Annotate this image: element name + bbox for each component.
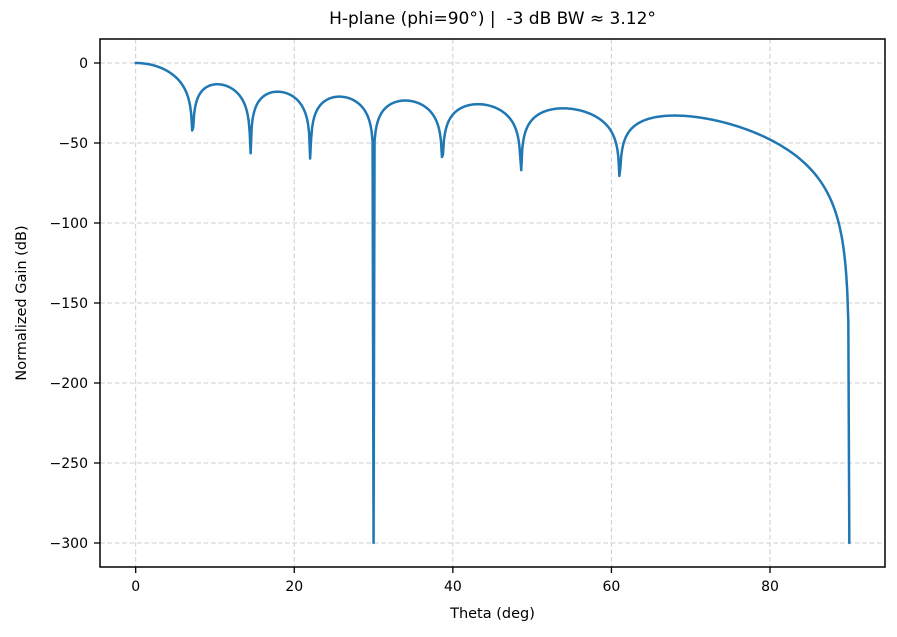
x-axis-label: Theta (deg) [450,606,535,622]
y-tick-label: 0 [79,56,88,72]
y-tick-label: −50 [58,136,88,152]
x-tick-label: 0 [131,579,140,595]
tick-marks [94,62,771,573]
y-tick-label: −150 [50,296,88,312]
y-tick-label: −250 [50,456,88,472]
x-tick-label: 40 [444,579,462,595]
y-tick-label: −200 [50,376,88,392]
grid-lines [100,39,885,567]
curve-layer [134,61,851,545]
x-tick-label: 80 [761,579,779,595]
chart-title: H-plane (phi=90°) | -3 dB BW ≈ 3.12° [329,9,656,29]
tick-labels: 0 20 40 60 80 0 −50 −100 −150 −200 −250 −300 [50,56,779,595]
x-tick-label: 60 [603,579,621,595]
x-tick-label: 20 [285,579,303,595]
y-tick-label: −100 [50,216,88,232]
gain-curve [134,61,851,545]
y-tick-label: −300 [50,536,88,552]
